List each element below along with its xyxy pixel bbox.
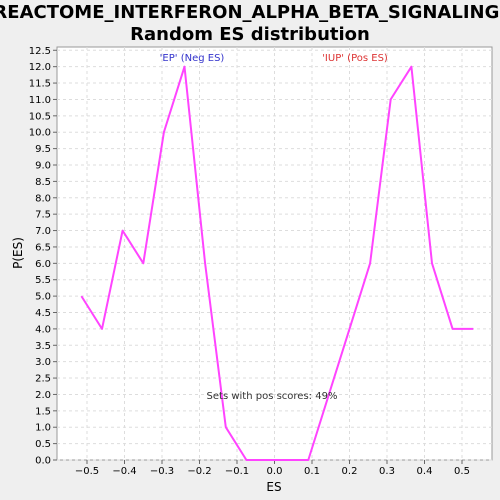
- x-tick-label: −0.1: [225, 466, 249, 477]
- x-tick-label: −0.4: [112, 466, 136, 477]
- y-tick-label: 3.0: [35, 357, 51, 368]
- y-tick-label: 5.0: [35, 292, 51, 303]
- y-ticks: 0.0 0.5 1.0 1.5 2.0 2.5 3.0 3.5 4.0 4.5 5.0 5.5 6.0 6…: [29, 46, 57, 467]
- annotation-iup-pos-es: 'IUP' (Pos ES): [322, 53, 388, 64]
- y-tick-label: 10.5: [29, 111, 51, 122]
- y-tick-label: 7.0: [35, 226, 51, 237]
- annotation-pos-scores: Sets with pos scores: 49%: [207, 391, 338, 402]
- x-tick-label: 0.2: [342, 466, 358, 477]
- y-tick-label: 6.5: [35, 242, 51, 253]
- y-tick-label: 5.5: [35, 275, 51, 286]
- x-tick-label: −0.5: [75, 466, 99, 477]
- distribution-line: [80, 65, 474, 461]
- y-tick-label: 4.5: [35, 308, 51, 319]
- y-tick-label: 9.5: [35, 144, 51, 155]
- annotation-ep-neg-es: 'EP' (Neg ES): [160, 53, 225, 64]
- grid-layer: [57, 47, 492, 461]
- chart-title-line-1: REACTOME_INTERFERON_ALPHA_BETA_SIGNALING…: [0, 2, 500, 23]
- x-tick-label: 0.3: [379, 466, 395, 477]
- x-tick-label: −0.2: [187, 466, 211, 477]
- x-tick-label: 0.0: [267, 466, 283, 477]
- x-axis-label: ES: [266, 480, 281, 494]
- x-tick-label: 0.4: [417, 466, 433, 477]
- x-tick-label: 0.1: [304, 466, 320, 477]
- y-tick-label: 0.5: [35, 439, 51, 450]
- y-tick-label: 3.5: [35, 341, 51, 352]
- y-tick-label: 2.5: [35, 374, 51, 385]
- y-tick-label: 10.0: [29, 128, 51, 139]
- series-layer: [80, 65, 474, 461]
- x-ticks: −0.5 −0.4 −0.3 −0.2 −0.1 0.0 0.1 0.2 0.3 0.4 0.5: [75, 460, 470, 477]
- y-tick-label: 8.0: [35, 193, 51, 204]
- y-tick-label: 11.5: [29, 79, 51, 90]
- y-tick-label: 7.5: [35, 210, 51, 221]
- y-tick-label: 6.0: [35, 259, 51, 270]
- x-tick-label: −0.3: [150, 466, 174, 477]
- y-axis-label: P(ES): [11, 237, 25, 269]
- x-tick-label: 0.5: [454, 466, 470, 477]
- y-tick-label: 12.5: [29, 46, 51, 57]
- y-tick-label: 1.0: [35, 423, 51, 434]
- y-tick-label: 0.0: [35, 456, 51, 467]
- y-tick-label: 1.5: [35, 406, 51, 417]
- chart-title-line-2: Random ES distribution: [130, 24, 370, 45]
- y-tick-label: 11.0: [29, 95, 51, 106]
- y-tick-label: 9.0: [35, 161, 51, 172]
- y-tick-label: 2.0: [35, 390, 51, 401]
- y-tick-label: 8.5: [35, 177, 51, 188]
- y-tick-label: 12.0: [29, 62, 51, 73]
- y-tick-label: 4.0: [35, 324, 51, 335]
